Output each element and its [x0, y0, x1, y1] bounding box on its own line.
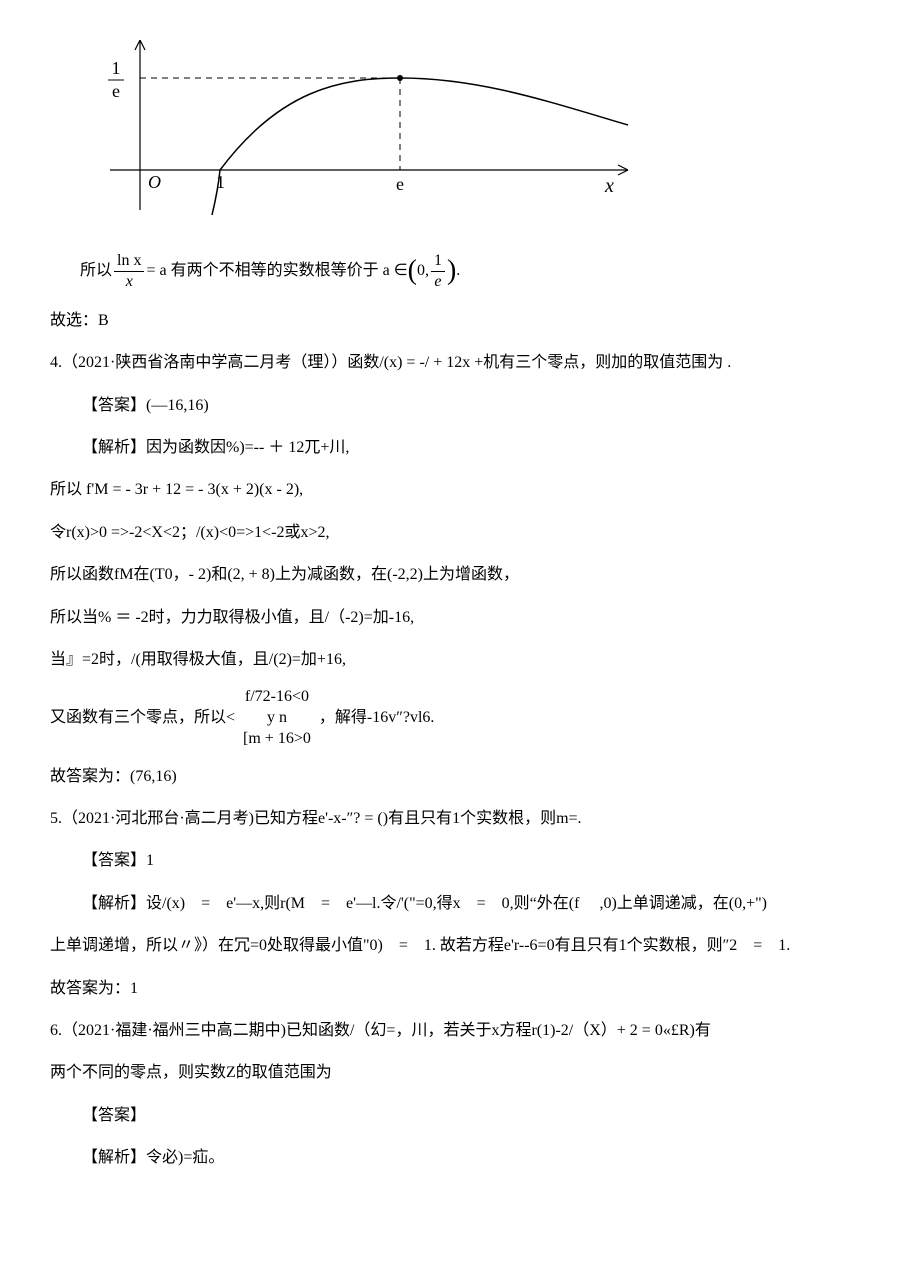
equation-line-1: 所以 ln x x = a 有两个不相等的实数根等价于 a ∈ ( 0, 1 e…: [80, 251, 870, 290]
function-graph: O 1 e x 1 e: [80, 40, 870, 236]
x-tick-1: 1: [216, 172, 225, 192]
q4-line5: 当』=2时，/(用取得极大值，且/(2)=加+16,: [50, 645, 870, 675]
zero-comma: 0,: [417, 256, 429, 286]
q4-line1: 所以 f'M = - 3r + 12 = - 3(x + 2)(x - 2),: [50, 475, 870, 505]
q6-solution: 【解析】令必)=疝。: [82, 1143, 870, 1173]
frac-lnx-x: ln x x: [114, 251, 144, 290]
interval-paren: ( 0, 1 e ): [408, 251, 457, 290]
eq1-prefix: 所以: [80, 256, 112, 286]
x-tick-e: e: [396, 174, 404, 194]
q5-line3: 故答案为：1: [50, 974, 870, 1004]
q5-solution2: 上单调递增，所以〃》）在冗=0处取得最小值"0) = 1. 故若方程e'r--6…: [50, 931, 870, 961]
q4-solution-label: 【解析】因为函数因%)=-- ＋ 12兀+川,: [82, 433, 870, 463]
q4-l6-suffix: ，解得-16v″?vl6.: [319, 709, 435, 726]
q4-brace: f/72-16<0 y n [m + 16>0: [243, 687, 311, 749]
frac-den: x: [114, 272, 144, 291]
q5-solution: 【解析】设/(x) = e'—x,则r(M = e'—l.令/'("=0,得x …: [82, 889, 870, 919]
q4-answer: 【答案】(—16,16): [82, 391, 870, 421]
eq1-mid: = a 有两个不相等的实数根等价于 a ∈: [146, 256, 407, 286]
answer-b: 故选：B: [50, 306, 870, 336]
frac-num: ln x: [114, 251, 144, 271]
q4-l6-prefix: 又函数有三个零点，所以<: [50, 709, 235, 726]
q4-line7: 故答案为：(76,16): [50, 762, 870, 792]
y-tick-num: 1: [112, 58, 121, 78]
q5-title: 5.（2021·河北邢台·高二月考)已知方程e'-x-″? = ()有且只有1个…: [50, 804, 870, 834]
q5-answer: 【答案】1: [82, 846, 870, 876]
q4-line4: 所以当% ＝ -2时，力力取得极小值，且/（-2)=加-16,: [50, 603, 870, 633]
graph-svg: O 1 e x 1 e: [80, 40, 640, 225]
q4-line6: 又函数有三个零点，所以< f/72-16<0 y n [m + 16>0 ，解得…: [50, 687, 870, 749]
q4-title: 4.（2021·陕西省洛南中学高二月考（理））函数/(x) = -/ + 12x…: [50, 348, 870, 378]
frac-1-e: 1 e: [431, 251, 445, 290]
q6-answer: 【答案】: [82, 1101, 870, 1131]
q4-brace-bot: [m + 16>0: [243, 730, 311, 747]
q6-title2: 两个不同的零点，则实数Z的取值范围为: [50, 1058, 870, 1088]
q4-brace-top: f/72-16<0: [245, 688, 309, 705]
frac-1-e-den: e: [431, 272, 445, 291]
x-axis-label: x: [604, 175, 614, 197]
q4-brace-mid: y n: [267, 709, 287, 726]
q6-title: 6.（2021·福建·福州三中高二期中)已知函数/（幻=，川，若关于x方程r(1…: [50, 1016, 870, 1046]
rparen: ): [447, 257, 456, 285]
q4-line2: 令r(x)>0 =>-2<X<2；/(x)<0=>1<-2或x>2,: [50, 518, 870, 548]
eq1-period: .: [456, 256, 460, 286]
frac-1-e-num: 1: [431, 251, 445, 271]
y-tick-den: e: [112, 81, 120, 101]
q4-line3: 所以函数fM在(T0，- 2)和(2, + 8)上为减函数，在(-2,2)上为增…: [50, 560, 870, 590]
origin-label: O: [148, 172, 161, 192]
lparen: (: [408, 257, 417, 285]
